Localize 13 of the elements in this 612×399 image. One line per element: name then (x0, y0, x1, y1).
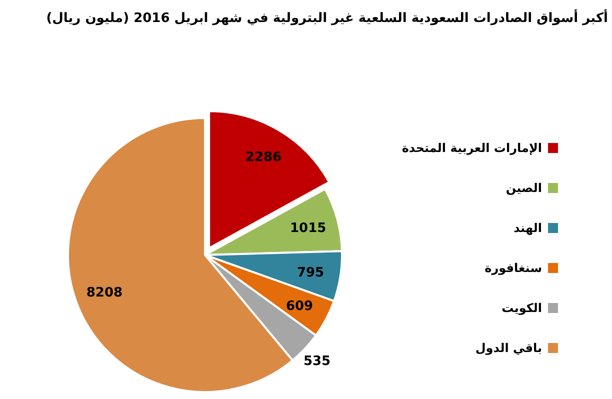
data-label: 795 (296, 266, 324, 281)
legend-label: سنغافورة (484, 261, 542, 275)
data-label: 8208 (86, 285, 123, 300)
legend-label: الهند (514, 221, 542, 235)
legend-label: الصين (506, 181, 542, 195)
legend-label: الإمارات العربية المتحدة (402, 141, 542, 155)
data-label: 609 (286, 298, 314, 314)
legend-label: الكويت (502, 301, 542, 315)
data-label: 2286 (245, 150, 282, 166)
legend-label: باقي الدول (475, 341, 542, 355)
data-label: 1015 (290, 220, 326, 236)
chart-title: أكبر أسواق الصادرات السعودية السلعية غير البترولية في شهر ابريل 2016 (مليون ريال) (46, 9, 608, 26)
data-label: 535 (303, 354, 331, 369)
